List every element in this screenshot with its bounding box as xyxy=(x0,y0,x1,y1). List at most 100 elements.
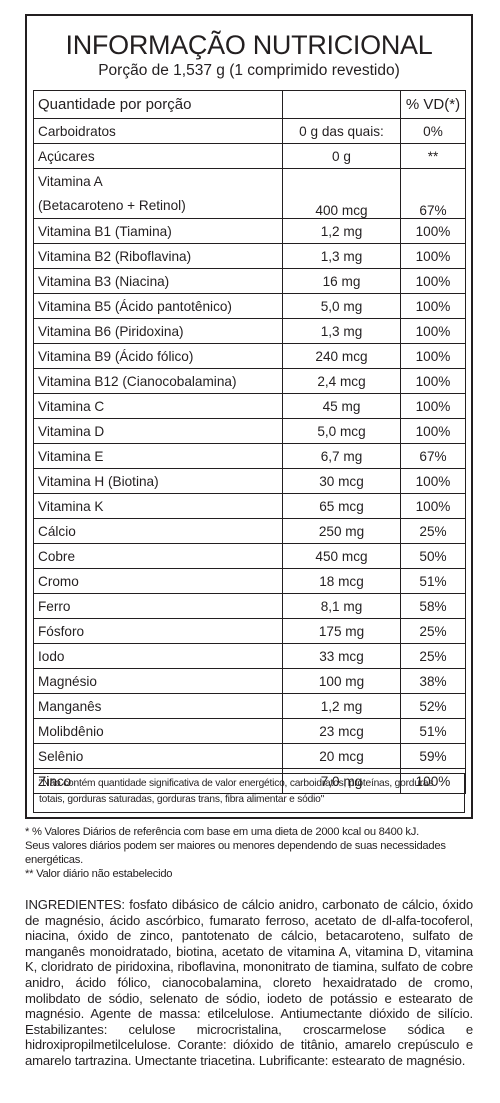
nutrient-name: Magnésio xyxy=(33,668,283,694)
ingredients-text: INGREDIENTES: fosfato dibásico de cálcio… xyxy=(25,897,473,1068)
table-row: Carboidratos 0 g das quais: 0% xyxy=(33,118,466,144)
nutrient-dv: 52% xyxy=(400,693,466,719)
nutrient-dv: 59% xyxy=(400,743,466,769)
nutrient-amount: 240 mcg xyxy=(282,343,401,369)
panel-title: INFORMAÇÃO NUTRICIONAL xyxy=(65,30,433,60)
header-quantity: Quantidade por porção xyxy=(33,90,283,119)
nutrient-amount: 1,3 mg xyxy=(282,243,401,269)
nutrient-name: Molibdênio xyxy=(33,718,283,744)
nutrition-facts-panel: INFORMAÇÃO NUTRICIONAL Porção de 1,537 g… xyxy=(25,14,473,819)
nutrient-amount: 1,2 mg xyxy=(282,693,401,719)
nutrient-amount: 2,4 mcg xyxy=(282,368,401,394)
nutrient-name: Vitamina C xyxy=(33,393,283,419)
nutrient-dv: 58% xyxy=(400,593,466,619)
table-row: Cálcio 250 mg 25% xyxy=(33,518,466,544)
table-row: Vitamina B2 (Riboflavina) 1,3 mg 100% xyxy=(33,243,466,269)
nutrient-name: Vitamina B1 (Tiamina) xyxy=(33,218,283,244)
nutrient-amount: 0 g das quais: xyxy=(282,118,401,144)
nutrient-name: Vitamina B2 (Riboflavina) xyxy=(33,243,283,269)
nutrient-amount: 65 mcg xyxy=(282,493,401,519)
nutrient-dv: 100% xyxy=(400,293,466,319)
nutrient-dv: 100% xyxy=(400,218,466,244)
nutrient-name: Vitamina D xyxy=(33,418,283,444)
notes-block: * % Valores Diários de referência com ba… xyxy=(25,825,473,881)
table-row: Vitamina K 65 mcg 100% xyxy=(33,493,466,519)
nutrient-name: Vitamina B3 (Niacina) xyxy=(33,268,283,294)
table-header-row: Quantidade por porção % VD(*) xyxy=(33,90,466,119)
nutrient-amount: 400 mcg xyxy=(282,168,401,219)
table-row: Molibdênio 23 mcg 51% xyxy=(33,718,466,744)
non-significant-footnote: "Não contém quantidade significativa de … xyxy=(33,773,465,813)
header-amount-blank xyxy=(282,90,401,119)
nutrient-amount: 100 mg xyxy=(282,668,401,694)
table-row: Selênio 20 mcg 59% xyxy=(33,743,466,769)
table-row: Ferro 8,1 mg 58% xyxy=(33,593,466,619)
nutrient-dv: 100% xyxy=(400,768,466,794)
nutrient-name-line1: Vitamina A xyxy=(38,173,103,189)
table-row: Vitamina B9 (Ácido fólico) 240 mcg 100% xyxy=(33,343,466,369)
nutrient-dv: 100% xyxy=(400,343,466,369)
nutrient-name: Vitamina B5 (Ácido pantotênico) xyxy=(33,293,283,319)
table-row: Açúcares 0 g ** xyxy=(33,143,466,169)
table-row: Zinco 7,0 mg 100% xyxy=(33,768,466,794)
nutrient-amount: 16 mg xyxy=(282,268,401,294)
nutrient-amount: 0 g xyxy=(282,143,401,169)
variation-note: Seus valores diários podem ser maiores o… xyxy=(25,840,446,866)
nutrient-amount: 18 mcg xyxy=(282,568,401,594)
nutrient-name: Vitamina E xyxy=(33,443,283,469)
nutrient-amount: 5,0 mcg xyxy=(282,418,401,444)
nutrient-dv: 51% xyxy=(400,718,466,744)
table-row: Vitamina B1 (Tiamina) 1,2 mg 100% xyxy=(33,218,466,244)
nutrition-table: Quantidade por porção % VD(*) Carboidrat… xyxy=(33,90,466,794)
nutrient-amount: 7,0 mg xyxy=(282,768,401,794)
header-dv: % VD(*) xyxy=(400,90,466,119)
nutrient-name: Vitamina A (Betacaroteno + Retinol) xyxy=(33,168,283,219)
nutrient-dv: 51% xyxy=(400,568,466,594)
table-row: Manganês 1,2 mg 52% xyxy=(33,693,466,719)
nutrient-amount: 6,7 mg xyxy=(282,443,401,469)
table-row: Vitamina B6 (Piridoxina) 1,3 mg 100% xyxy=(33,318,466,344)
nutrient-dv: 25% xyxy=(400,643,466,669)
nutrient-amount: 30 mcg xyxy=(282,468,401,494)
nutrient-dv: 67% xyxy=(400,168,466,219)
nutrient-name: Açúcares xyxy=(33,143,283,169)
table-row: Cromo 18 mcg 51% xyxy=(33,568,466,594)
nutrient-name: Zinco xyxy=(33,768,283,794)
nutrient-amount: 8,1 mg xyxy=(282,593,401,619)
nutrient-amount: 20 mcg xyxy=(282,743,401,769)
nutrient-dv: 100% xyxy=(400,318,466,344)
table-row: Vitamina H (Biotina) 30 mcg 100% xyxy=(33,468,466,494)
nutrient-amount: 33 mcg xyxy=(282,643,401,669)
nutrient-amount: 23 mcg xyxy=(282,718,401,744)
nutrient-name: Vitamina B9 (Ácido fólico) xyxy=(33,343,283,369)
table-row: Fósforo 175 mg 25% xyxy=(33,618,466,644)
nutrient-dv: 25% xyxy=(400,618,466,644)
table-row: Cobre 450 mcg 50% xyxy=(33,543,466,569)
nutrient-name: Manganês xyxy=(33,693,283,719)
nutrient-amount: 175 mg xyxy=(282,618,401,644)
nutrient-amount: 1,2 mg xyxy=(282,218,401,244)
dv-reference-note: * % Valores Diários de referência com ba… xyxy=(25,826,419,838)
nutrient-amount: 45 mg xyxy=(282,393,401,419)
nutrient-amount: 5,0 mg xyxy=(282,293,401,319)
nutrient-dv: ** xyxy=(400,143,466,169)
nutrient-name: Cromo xyxy=(33,568,283,594)
not-established-note: ** Valor diário não estabelecido xyxy=(25,868,173,880)
nutrient-dv: 100% xyxy=(400,368,466,394)
table-row: Iodo 33 mcg 25% xyxy=(33,643,466,669)
nutrient-amount: 1,3 mg xyxy=(282,318,401,344)
table-row: Vitamina C 45 mg 100% xyxy=(33,393,466,419)
nutrient-dv: 100% xyxy=(400,493,466,519)
nutrient-dv: 38% xyxy=(400,668,466,694)
nutrient-dv: 100% xyxy=(400,418,466,444)
nutrient-name: Vitamina B12 (Cianocobalamina) xyxy=(33,368,283,394)
table-row: Vitamina B5 (Ácido pantotênico) 5,0 mg 100… xyxy=(33,293,466,319)
nutrient-dv: 100% xyxy=(400,468,466,494)
table-row: Vitamina B12 (Cianocobalamina) 2,4 mcg 100… xyxy=(33,368,466,394)
table-row: Vitamina A (Betacaroteno + Retinol) 400 mc… xyxy=(33,168,466,219)
nutrient-dv: 100% xyxy=(400,393,466,419)
nutrient-dv: 0% xyxy=(400,118,466,144)
nutrient-dv: 25% xyxy=(400,518,466,544)
nutrient-name: Vitamina H (Biotina) xyxy=(33,468,283,494)
nutrient-dv: 67% xyxy=(400,443,466,469)
